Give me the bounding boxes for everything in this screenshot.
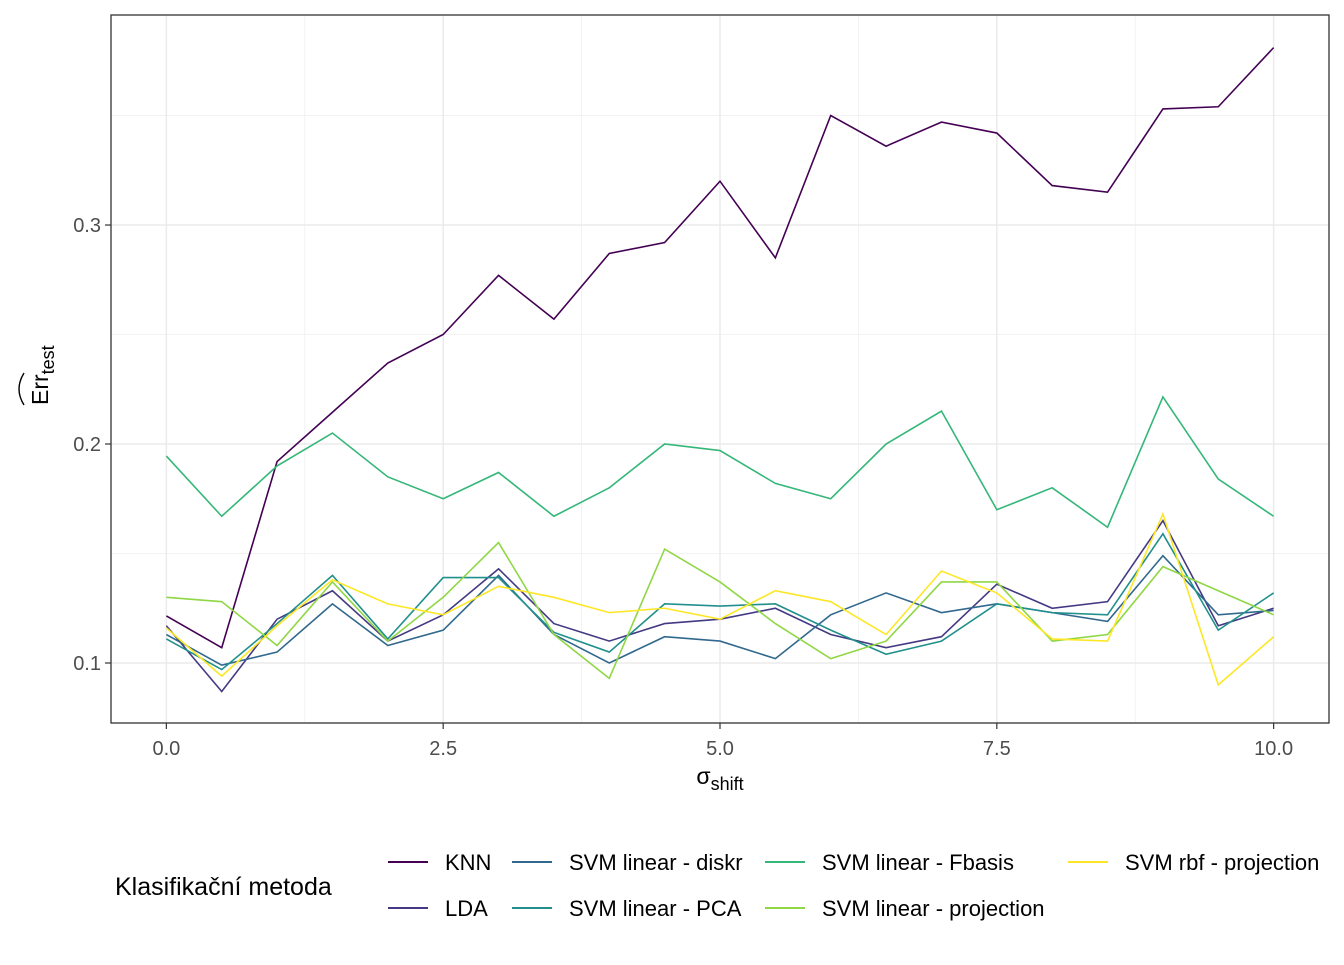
- y-axis-ticks: 0.1 0.2 0.3: [73, 215, 111, 675]
- x-axis-label: σshift: [696, 763, 743, 794]
- x-tick-label: 2.5: [429, 738, 457, 760]
- legend-label: KNN: [445, 850, 491, 875]
- legend-label: SVM linear - diskr: [569, 850, 743, 875]
- legend-label: SVM linear - projection: [822, 896, 1045, 921]
- legend-title: Klasifikační metoda: [115, 873, 332, 901]
- legend-item: SVM rbf - projection: [1068, 850, 1319, 875]
- legend-item: KNN: [388, 850, 491, 875]
- y-axis-label: Errtest: [19, 345, 58, 405]
- legend-item: SVM linear - diskr: [512, 850, 743, 875]
- x-tick-label: 10.0: [1254, 738, 1293, 760]
- y-tick-label: 0.3: [73, 215, 101, 237]
- legend-item: LDA: [388, 896, 488, 921]
- legend-item: SVM linear - Fbasis: [765, 850, 1014, 875]
- legend-label: SVM linear - PCA: [569, 896, 742, 921]
- x-axis-ticks: 0.0 2.5 5.0 7.5 10.0: [152, 723, 1293, 760]
- legend-label: SVM linear - Fbasis: [822, 850, 1014, 875]
- x-tick-label: 7.5: [983, 738, 1011, 760]
- legend-item: SVM linear - projection: [765, 896, 1045, 921]
- x-tick-label: 0.0: [152, 738, 180, 760]
- legend-item: SVM linear - PCA: [512, 896, 742, 921]
- x-tick-label: 5.0: [706, 738, 734, 760]
- svg-text:Errtest: Errtest: [27, 345, 58, 405]
- y-tick-label: 0.1: [73, 653, 101, 675]
- legend-label: LDA: [445, 896, 488, 921]
- legend: KNN LDA SVM linear - diskr SVM linear - PCA…: [388, 850, 1319, 921]
- legend-label: SVM rbf - projection: [1125, 850, 1319, 875]
- y-tick-label: 0.2: [73, 434, 101, 456]
- hat-accent: [19, 373, 24, 405]
